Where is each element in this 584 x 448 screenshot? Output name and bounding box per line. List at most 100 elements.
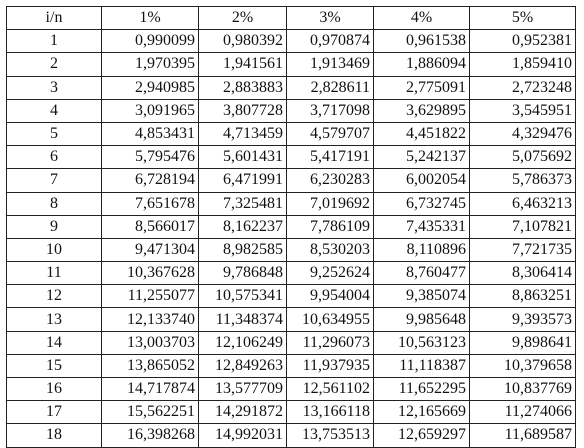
value-cell: 1,859410 (469, 52, 576, 77)
value-cell: 4,329476 (469, 121, 576, 147)
value-cell: 10,634955 (286, 307, 374, 332)
table-row: 7 6,728194 6,471991 6,230283 6,002054 5,78637… (6, 168, 576, 193)
value-cell: 12,849263 (198, 353, 287, 379)
value-cell: 4,451822 (373, 121, 470, 147)
period-cell: 1 (6, 29, 102, 54)
value-cell: 10,563123 (373, 330, 470, 355)
value-cell: 5,795476 (101, 145, 199, 170)
value-cell: 10,367628 (101, 261, 199, 286)
value-cell: 3,545951 (469, 98, 576, 123)
value-cell: 7,019692 (286, 191, 374, 216)
value-cell: 0,961538 (373, 29, 470, 54)
value-cell: 3,717098 (286, 98, 374, 123)
header-rate-3: 3% (286, 5, 374, 31)
table-row: 12 11,255077 10,575341 9,954004 9,385074 8,86… (6, 284, 576, 309)
value-cell: 9,393573 (469, 307, 576, 332)
period-cell: 17 (6, 400, 102, 425)
value-cell: 13,753513 (286, 423, 374, 448)
value-cell: 2,940985 (101, 75, 199, 100)
header-rate-2: 2% (198, 5, 287, 31)
period-cell: 18 (6, 423, 102, 448)
value-cell: 6,728194 (101, 168, 199, 193)
value-cell: 6,002054 (373, 168, 470, 193)
table-row: 16 14,717874 13,577709 12,561102 11,652295 10… (6, 376, 576, 402)
value-cell: 1,913469 (286, 52, 374, 77)
value-cell: 11,689587 (469, 423, 576, 448)
value-cell: 10,379658 (469, 353, 576, 379)
value-cell: 13,865052 (101, 353, 199, 379)
header-period: i/n (6, 5, 102, 31)
table-row: 8 7,651678 7,325481 7,019692 6,732745 6,46321… (6, 191, 576, 216)
value-cell: 0,980392 (198, 29, 287, 54)
table-row: 11 10,367628 9,786848 9,252624 8,760477 8,306… (6, 261, 576, 286)
value-cell: 6,230283 (286, 168, 374, 193)
value-cell: 13,003703 (101, 330, 199, 355)
table-row: 2 1,970395 1,941561 1,913469 1,886094 1,85941… (6, 52, 576, 77)
value-cell: 5,242137 (373, 145, 470, 170)
value-cell: 11,296073 (286, 330, 374, 355)
value-cell: 11,652295 (373, 376, 470, 402)
value-cell: 9,786848 (198, 261, 287, 286)
header-rate-1: 1% (101, 5, 199, 31)
table-row: 1 0,990099 0,980392 0,970874 0,961538 0,95238… (6, 29, 576, 54)
value-cell: 13,577709 (198, 376, 287, 402)
value-cell: 4,713459 (198, 121, 287, 147)
table-row: 3 2,940985 2,883883 2,828611 2,775091 2,72324… (6, 75, 576, 100)
value-cell: 9,985648 (373, 307, 470, 332)
value-cell: 3,629895 (373, 98, 470, 123)
value-cell: 4,579707 (286, 121, 374, 147)
value-cell: 5,601431 (198, 145, 287, 170)
value-cell: 7,107821 (469, 214, 576, 239)
value-cell: 11,255077 (101, 284, 199, 309)
value-cell: 15,562251 (101, 400, 199, 425)
period-cell: 13 (6, 307, 102, 332)
annuity-factor-table: i/n 1% 2% 3% 4% 5% 1 0,990099 0,980392 0,97… (6, 5, 576, 448)
value-cell: 16,398268 (101, 423, 199, 448)
period-cell: 6 (6, 145, 102, 170)
period-cell: 3 (6, 75, 102, 100)
value-cell: 1,941561 (198, 52, 287, 77)
value-cell: 14,717874 (101, 376, 199, 402)
value-cell: 9,954004 (286, 284, 374, 309)
value-cell: 3,807728 (198, 98, 287, 123)
value-cell: 8,566017 (101, 214, 199, 239)
table-row: 13 12,133740 11,348374 10,634955 9,985648 9,3… (6, 307, 576, 332)
value-cell: 10,837769 (469, 376, 576, 402)
value-cell: 7,325481 (198, 191, 287, 216)
period-cell: 10 (6, 237, 102, 263)
value-cell: 7,721735 (469, 237, 576, 263)
value-cell: 0,970874 (286, 29, 374, 54)
value-cell: 6,732745 (373, 191, 470, 216)
value-cell: 11,937935 (286, 353, 374, 379)
value-cell: 12,165669 (373, 400, 470, 425)
value-cell: 11,348374 (198, 307, 287, 332)
value-cell: 9,385074 (373, 284, 470, 309)
value-cell: 8,982585 (198, 237, 287, 263)
value-cell: 8,306414 (469, 261, 576, 286)
value-cell: 9,898641 (469, 330, 576, 355)
table-body: 1 0,990099 0,980392 0,970874 0,961538 0,95238… (6, 29, 576, 448)
value-cell: 2,883883 (198, 75, 287, 100)
value-cell: 8,760477 (373, 261, 470, 286)
value-cell: 10,575341 (198, 284, 287, 309)
value-cell: 7,786109 (286, 214, 374, 239)
table-row: 14 13,003703 12,106249 11,296073 10,563123 9,… (6, 330, 576, 355)
period-cell: 15 (6, 353, 102, 379)
value-cell: 9,252624 (286, 261, 374, 286)
value-cell: 14,291872 (198, 400, 287, 425)
value-cell: 12,561102 (286, 376, 374, 402)
table-row: 6 5,795476 5,601431 5,417191 5,242137 5,07569… (6, 145, 576, 170)
value-cell: 3,091965 (101, 98, 199, 123)
value-cell: 0,990099 (101, 29, 199, 54)
value-cell: 11,274066 (469, 400, 576, 425)
value-cell: 7,435331 (373, 214, 470, 239)
value-cell: 8,162237 (198, 214, 287, 239)
header-row: i/n 1% 2% 3% 4% 5% (6, 5, 576, 31)
table-row: 10 9,471304 8,982585 8,530203 8,110896 7,7217… (6, 237, 576, 263)
table-row: 17 15,562251 14,291872 13,166118 12,165669 11… (6, 400, 576, 425)
value-cell: 9,471304 (101, 237, 199, 263)
value-cell: 0,952381 (469, 29, 576, 54)
value-cell: 8,863251 (469, 284, 576, 309)
value-cell: 6,471991 (198, 168, 287, 193)
header-rate-4: 4% (373, 5, 470, 31)
